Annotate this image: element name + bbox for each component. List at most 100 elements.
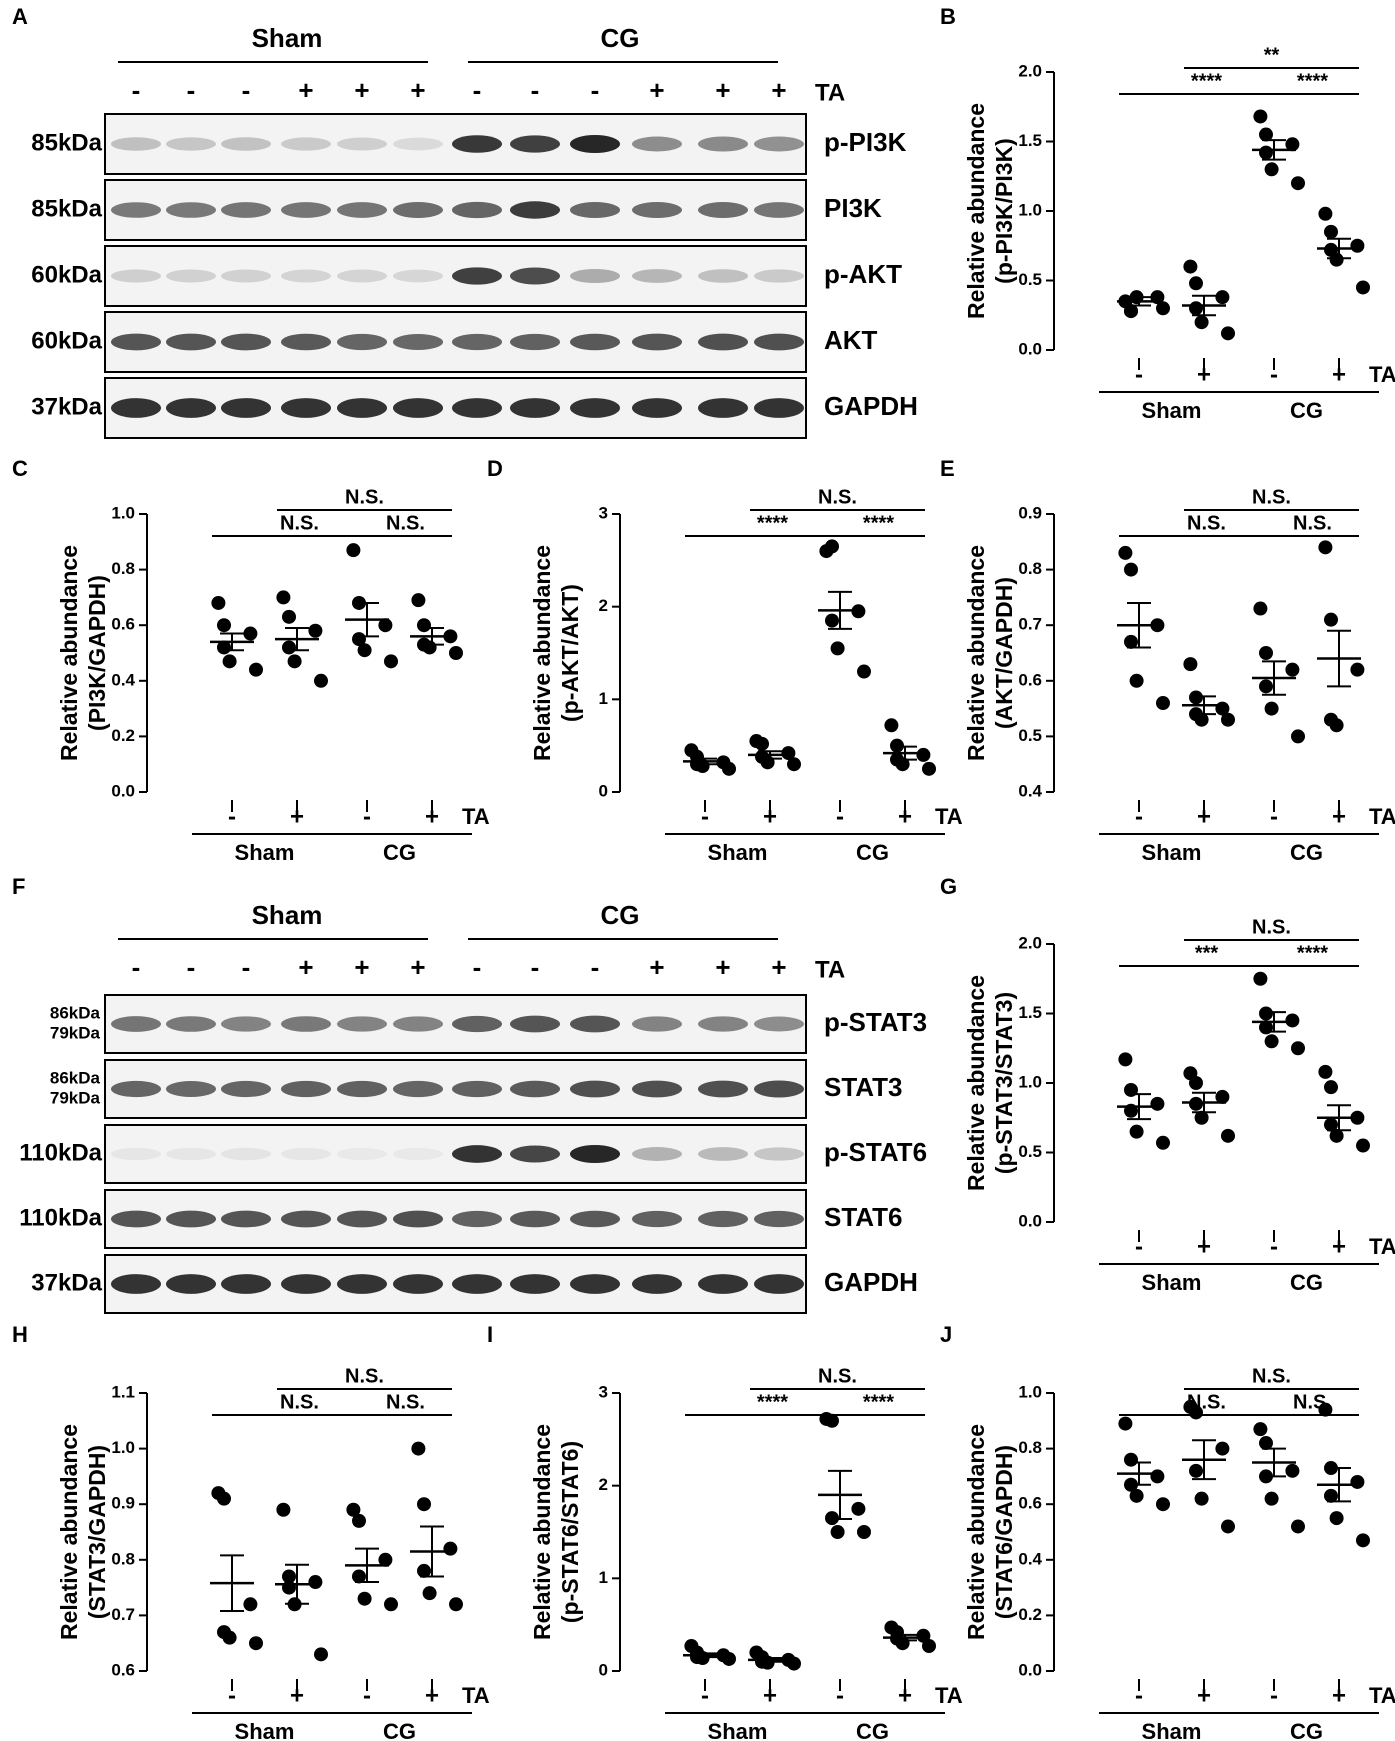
group-label-cg: CG <box>383 840 416 865</box>
blot-band <box>337 1147 387 1161</box>
data-point <box>276 590 291 605</box>
blot-band <box>632 269 682 283</box>
data-point <box>1324 612 1338 627</box>
data-point <box>1183 657 1198 672</box>
blot-band <box>221 1274 271 1294</box>
y-tick-label: 0.0 <box>1018 1660 1042 1679</box>
data-point <box>1118 1416 1133 1431</box>
data-point <box>760 755 775 770</box>
group-label-sham: Sham <box>1142 1719 1202 1741</box>
treatment-sign: - <box>701 1682 709 1709</box>
blot-band <box>570 1080 620 1098</box>
data-point <box>1189 301 1203 316</box>
blot-band <box>632 1210 682 1228</box>
blot-band <box>281 1080 331 1098</box>
blot-band <box>452 267 502 285</box>
data-point <box>1318 540 1333 555</box>
significance-label: N.S. <box>818 486 857 508</box>
data-point <box>1285 662 1300 677</box>
blot-band <box>166 1080 216 1098</box>
treatment-sign: + <box>1332 1233 1346 1260</box>
blot-band <box>393 1080 443 1098</box>
treatment-label: TA <box>1369 362 1395 387</box>
blot-band <box>281 1210 331 1228</box>
data-point <box>417 1497 431 1512</box>
y-tick-label: 0.2 <box>1018 1605 1042 1624</box>
significance-label: N.S. <box>1293 512 1332 534</box>
panel-letter-h: H <box>12 1322 28 1347</box>
treatment-sign: - <box>1135 1682 1143 1709</box>
y-tick-label: 0.8 <box>1018 1438 1042 1457</box>
significance-label: **** <box>1191 70 1222 92</box>
y-tick-label: 0 <box>599 1660 608 1679</box>
treatment-sign: - <box>836 1682 844 1709</box>
data-point <box>243 1597 258 1612</box>
data-point <box>1215 1441 1230 1456</box>
treatment-sign: - <box>1270 1682 1278 1709</box>
panel-letter-f: F <box>12 874 25 899</box>
lane-treatment-sign: - <box>531 75 540 105</box>
blot-band <box>570 268 620 284</box>
data-point <box>1183 259 1198 274</box>
protein-label: GAPDH <box>824 1267 918 1297</box>
blot-band <box>221 202 271 218</box>
data-point <box>916 747 931 762</box>
data-point <box>384 1597 398 1612</box>
blot-band <box>281 202 331 218</box>
y-tick-label: 0.6 <box>111 615 135 634</box>
blot-band <box>754 269 804 283</box>
blot-band <box>754 136 804 152</box>
significance-label: N.S. <box>1293 1391 1332 1413</box>
significance-label: **** <box>1297 942 1328 964</box>
data-point <box>282 1569 296 1584</box>
data-point <box>1156 301 1170 316</box>
y-tick-label: 2.0 <box>1018 933 1042 952</box>
blot-band <box>111 202 161 218</box>
y-tick-label: 0.8 <box>1018 559 1042 578</box>
blot-band <box>452 1015 502 1033</box>
data-point <box>857 664 871 679</box>
data-point <box>1124 1452 1138 1467</box>
data-point <box>1350 238 1365 253</box>
blot-band <box>221 269 271 283</box>
blot-band <box>111 1147 161 1161</box>
protein-label: STAT6 <box>824 1202 902 1232</box>
significance-label: ** <box>1264 44 1280 66</box>
y-axis-label: (STAT6/GAPDH) <box>991 1445 1017 1619</box>
blot-band <box>452 1274 502 1294</box>
y-axis-label: Relative abundance <box>529 1424 555 1640</box>
y-axis-label: Relative abundance <box>56 545 82 761</box>
molecular-weight-label: 110kDa <box>19 1139 102 1166</box>
data-point <box>1291 1041 1305 1056</box>
molecular-weight-label: 86kDa <box>50 1068 101 1087</box>
protein-label: p-STAT3 <box>824 1007 927 1037</box>
data-point <box>830 641 845 656</box>
y-axis-label: Relative abundance <box>963 1424 989 1640</box>
treatment-sign: + <box>290 803 304 830</box>
data-point <box>787 757 801 772</box>
data-point <box>276 1502 291 1517</box>
significance-label: N.S. <box>280 512 319 534</box>
blot-group-label-cg: CG <box>601 23 640 53</box>
blot-band <box>393 1210 443 1228</box>
data-point <box>443 1541 458 1556</box>
molecular-weight-label: 85kDa <box>31 129 102 156</box>
significance-label: N.S. <box>1252 1365 1291 1387</box>
protein-label: p-AKT <box>824 259 902 289</box>
data-point <box>222 654 237 669</box>
y-tick-label: 1.0 <box>1018 1382 1042 1401</box>
data-point <box>378 1552 393 1567</box>
data-point <box>1156 1135 1170 1150</box>
y-axis-label: (AKT/GAPDH) <box>991 577 1017 729</box>
data-point <box>825 1413 839 1428</box>
group-label-sham: Sham <box>708 1719 768 1741</box>
data-point <box>1285 1013 1300 1028</box>
blot-row-p-pi3k: 85kDa p-PI3K <box>31 113 907 175</box>
significance-label: *** <box>1195 942 1219 964</box>
blot-band <box>632 333 682 351</box>
blot-band <box>281 269 331 283</box>
treatment-sign: - <box>228 1682 236 1709</box>
data-point <box>282 1580 296 1595</box>
data-point <box>825 613 839 628</box>
